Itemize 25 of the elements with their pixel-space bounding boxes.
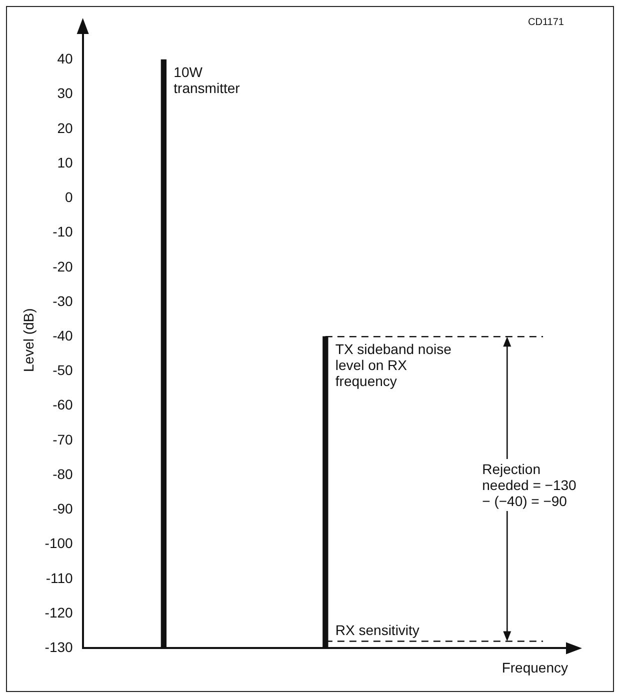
y-tick-label: -110	[46, 570, 74, 586]
ref-line-label: RX sensitivity	[335, 622, 420, 638]
y-axis-title: Level (dB)	[20, 308, 36, 372]
y-tick-label: -70	[52, 431, 74, 448]
y-tick-label: 10	[57, 154, 74, 170]
y-tick-label: 40	[57, 50, 74, 67]
y-tick-label: -50	[52, 362, 74, 378]
y-tick-label: -80	[52, 466, 74, 482]
y-tick-label: -40	[52, 328, 74, 344]
y-tick-label: -100	[44, 535, 74, 552]
x-axis-title: Frequency	[502, 659, 568, 676]
text: CD1171	[528, 17, 565, 28]
annotation: Rejection needed = −130 − (−40) = −90	[482, 458, 578, 512]
y-tick-label: 0	[65, 189, 74, 206]
y-tick-label: -60	[52, 396, 74, 413]
y-tick-label: -90	[52, 500, 74, 517]
y-tick-label: -10	[52, 224, 74, 240]
annotation: 10W transmitter	[174, 64, 241, 96]
y-tick-label: -20	[52, 258, 74, 274]
y-tick-label: -30	[52, 292, 74, 309]
annotation: TX sideband noise level on RX frequency	[335, 340, 452, 389]
y-tick-label: -120	[44, 604, 74, 620]
y-tick-label: -130	[44, 639, 74, 656]
y-tick-label: 20	[57, 120, 74, 136]
y-tick-label: 30	[57, 85, 74, 102]
